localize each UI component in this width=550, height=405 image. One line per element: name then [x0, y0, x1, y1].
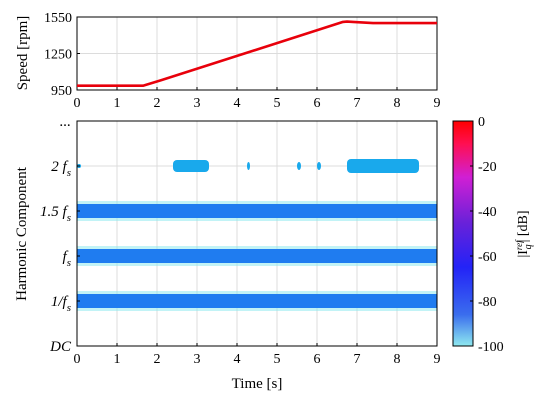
heatmap-2fs-blob	[173, 160, 209, 172]
heatmap-y-axis-label: Harmonic Component	[14, 166, 30, 301]
speed-x-tick-label: 3	[194, 96, 201, 111]
heatmap-grid	[77, 121, 437, 346]
heatmap-x-ticks: 0 1 2 3 4 5 6 7 8 9	[74, 343, 441, 367]
speed-grid	[77, 17, 437, 90]
harmonic-chart: 0 1 2 3 4 5 6 7 8 9 DC 1/fs fs 1.5 fs 2 fs... Time [s…	[14, 114, 441, 392]
heatmap-plot-frame	[76, 120, 438, 347]
colorbar-tick-label: -40	[478, 205, 497, 220]
colorbar-gradient	[452, 120, 474, 347]
speed-y-ticks: 950 1250 1550	[44, 11, 80, 99]
heatmap-x-axis-label: Time [s]	[232, 376, 283, 392]
speed-x-tick-label: 0	[74, 96, 81, 111]
colorbar-tick-label: -60	[478, 250, 497, 265]
heatmap-x-tick-label: 6	[314, 352, 321, 367]
speed-y-tick-label: 1550	[44, 11, 72, 26]
speed-chart: 0 1 2 3 4 5 6 7 8 9 950 1250 1550 Speed [rpm]	[15, 11, 441, 111]
heatmap-x-tick-label: 0	[74, 352, 81, 367]
colorbar: 0 -20 -40 -60 -80 -100 |Irefq| [dB]	[452, 115, 534, 355]
heatmap-2fs-blob	[247, 162, 250, 170]
speed-x-tick-label: 8	[394, 96, 401, 111]
colorbar-tick-label: 0	[478, 115, 485, 130]
colorbar-label: |Irefq| [dB]	[514, 210, 534, 257]
heatmap-y-tick-label: ...	[60, 114, 71, 130]
heatmap-x-tick-label: 4	[234, 352, 241, 367]
speed-y-tick-label: 950	[51, 84, 72, 99]
heatmap-2fs-blob	[347, 159, 419, 173]
colorbar-tick-label: -80	[478, 295, 497, 310]
heatmap-x-tick-label: 1	[114, 352, 121, 367]
heatmap-y-tick-label: DC	[49, 339, 72, 355]
speed-x-ticks: 0 1 2 3 4 5 6 7 8 9	[74, 87, 441, 111]
colorbar-tick-label: -20	[478, 160, 497, 175]
speed-y-axis-label: Speed [rpm]	[15, 16, 31, 91]
heatmap-x-tick-label: 7	[354, 352, 361, 367]
heatmap-band	[77, 294, 437, 308]
heatmap-y-tick-label: 1/fs	[51, 294, 71, 314]
heatmap-2fs-blob	[317, 162, 321, 170]
heatmap-2fs-blobs	[77, 159, 419, 173]
heatmap-y-tick-label: 1.5 fs	[40, 204, 71, 224]
speed-x-tick-label: 9	[434, 96, 441, 111]
heatmap-band	[77, 249, 437, 263]
heatmap-x-tick-label: 5	[274, 352, 281, 367]
heatmap-y-tick-label: fs	[63, 249, 71, 269]
heatmap-x-tick-label: 9	[434, 352, 441, 367]
speed-x-tick-label: 4	[234, 96, 241, 111]
heatmap-x-tick-label: 3	[194, 352, 201, 367]
speed-x-tick-label: 1	[114, 96, 121, 111]
heatmap-bands	[77, 201, 437, 311]
colorbar-tick-label: -100	[478, 340, 504, 355]
speed-y-tick-label: 1250	[44, 48, 72, 63]
speed-x-tick-label: 2	[154, 96, 161, 111]
speed-x-tick-label: 6	[314, 96, 321, 111]
heatmap-x-tick-label: 8	[394, 352, 401, 367]
speed-series-line	[77, 20, 437, 87]
speed-x-tick-label: 5	[274, 96, 281, 111]
colorbar-ticks: 0 -20 -40 -60 -80 -100	[470, 115, 504, 355]
heatmap-x-tick-label: 2	[154, 352, 161, 367]
heatmap-y-tick-label: 2 fs	[51, 159, 71, 179]
heatmap-y-ticks: DC 1/fs fs 1.5 fs 2 fs...	[40, 114, 80, 355]
heatmap-band	[77, 204, 437, 218]
speed-x-tick-label: 7	[354, 96, 361, 111]
heatmap-2fs-blob	[297, 162, 301, 170]
